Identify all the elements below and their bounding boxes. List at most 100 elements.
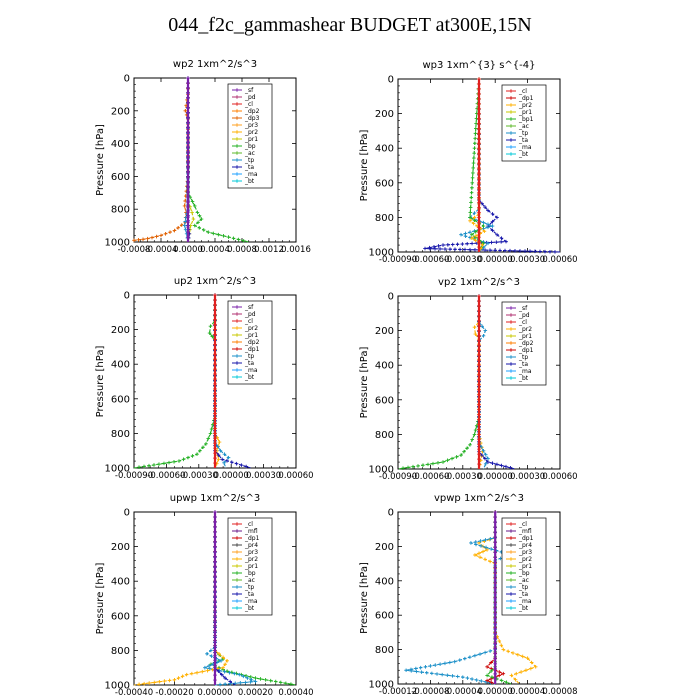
series-marker xyxy=(493,570,497,575)
series-marker xyxy=(493,520,497,524)
series-marker xyxy=(248,675,253,679)
series-marker xyxy=(509,131,513,135)
series-marker xyxy=(509,138,513,142)
y-tick-label: 1000 xyxy=(369,248,394,259)
series-marker xyxy=(141,237,145,242)
series-marker xyxy=(435,672,439,676)
series-marker xyxy=(445,673,450,678)
series-marker xyxy=(489,660,493,665)
series-marker xyxy=(459,453,463,457)
series-marker xyxy=(235,172,239,176)
series-marker xyxy=(504,680,509,685)
series-marker xyxy=(213,599,217,603)
legend-label: _bp xyxy=(244,143,256,150)
series-marker xyxy=(495,462,499,467)
series-marker xyxy=(477,126,481,131)
series-marker xyxy=(480,324,484,329)
legend-label: _pd xyxy=(518,312,530,319)
series-marker xyxy=(235,109,239,113)
series-marker xyxy=(419,670,424,674)
series-marker xyxy=(167,678,172,683)
series-marker xyxy=(468,247,472,252)
y-tick-label: 1000 xyxy=(105,464,130,475)
series-marker xyxy=(519,670,523,674)
series-marker xyxy=(465,676,470,680)
series-marker xyxy=(213,569,217,574)
series-marker xyxy=(195,670,199,675)
series-marker xyxy=(483,456,487,461)
series-marker xyxy=(471,166,476,170)
series-marker xyxy=(478,652,482,656)
series-marker xyxy=(481,224,486,228)
legend-label: _ma xyxy=(518,598,532,605)
legend-label: _ma xyxy=(244,598,258,605)
series-marker xyxy=(477,323,481,328)
series-marker xyxy=(213,347,217,352)
series-marker xyxy=(468,205,473,210)
series-marker xyxy=(213,510,217,514)
series-marker xyxy=(197,225,202,230)
series-marker xyxy=(235,340,239,344)
series-marker xyxy=(495,232,499,237)
y-axis-label: Pressure [hPa] xyxy=(95,563,106,635)
series-marker xyxy=(493,616,497,621)
series-marker xyxy=(235,151,239,155)
series-marker xyxy=(477,313,481,318)
series-marker xyxy=(213,392,217,396)
series-marker xyxy=(213,525,217,529)
series-marker xyxy=(472,215,477,220)
series-marker xyxy=(509,152,513,156)
series-marker xyxy=(477,432,481,437)
series-marker xyxy=(441,460,445,464)
chart-title: wp3 1xm^{3} s^{-4} xyxy=(422,60,535,71)
series-marker xyxy=(509,103,513,107)
series-marker xyxy=(168,230,172,234)
series-marker xyxy=(203,665,207,670)
series-marker xyxy=(142,681,146,686)
series-marker xyxy=(210,667,215,672)
legend-label: _cl xyxy=(244,318,253,325)
series-marker xyxy=(186,210,190,214)
series-marker xyxy=(222,452,227,456)
series-cl xyxy=(213,510,217,685)
series-marker xyxy=(248,680,253,684)
series-marker xyxy=(213,451,217,455)
series-marker xyxy=(152,680,157,685)
series-marker xyxy=(172,460,176,464)
x-tick-label: 0.00030 xyxy=(510,255,545,265)
series-marker xyxy=(477,318,481,323)
x-tick-label: -0.00090 xyxy=(379,255,417,265)
legend-label: _pr1 xyxy=(244,332,258,339)
series-marker xyxy=(485,673,489,678)
x-tick-label: 0.00008 xyxy=(542,687,577,697)
y-tick-label: 800 xyxy=(111,429,130,440)
x-tick-label: -0.00004 xyxy=(444,687,482,697)
series-marker xyxy=(477,131,481,136)
series-marker xyxy=(186,215,190,219)
series-marker xyxy=(484,545,488,550)
series-marker xyxy=(472,156,476,160)
series-marker xyxy=(235,305,239,309)
y-tick-label: 800 xyxy=(375,430,394,441)
series-marker xyxy=(213,436,217,441)
series-marker xyxy=(235,592,239,596)
series-marker xyxy=(528,249,532,254)
y-tick-label: 800 xyxy=(375,645,394,656)
series-marker xyxy=(205,668,210,673)
series-marker xyxy=(493,550,497,555)
series-marker xyxy=(477,417,481,422)
series-marker xyxy=(543,249,547,254)
legend-label: _dp3 xyxy=(244,115,260,122)
series-marker xyxy=(516,652,520,657)
series-marker xyxy=(483,328,488,333)
series-marker xyxy=(486,208,490,213)
series-marker xyxy=(509,585,513,589)
series-marker xyxy=(137,465,141,470)
y-tick-label: 200 xyxy=(111,542,130,553)
x-tick-label: 0.00060 xyxy=(278,471,313,481)
y-tick-label: 600 xyxy=(111,611,130,622)
series-marker xyxy=(216,232,221,237)
legend-label: _bp1 xyxy=(518,116,534,123)
y-tick-label: 600 xyxy=(375,178,394,189)
series-marker xyxy=(477,116,481,121)
